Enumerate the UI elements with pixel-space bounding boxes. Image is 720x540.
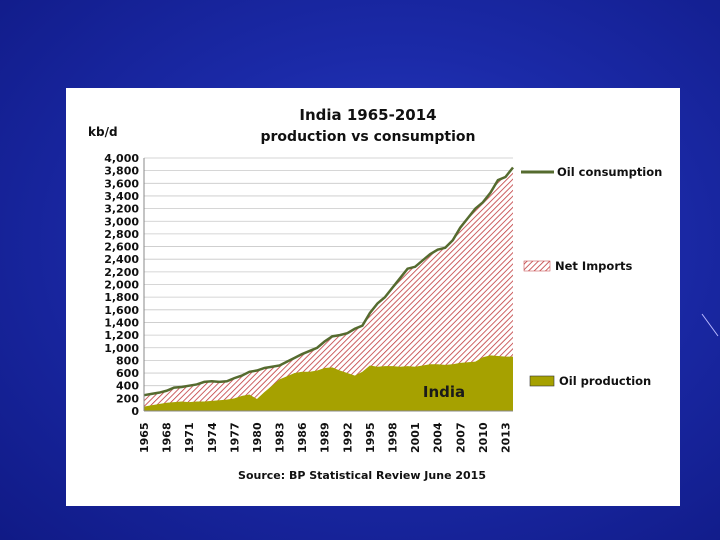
- y-tick-label: 1,600: [104, 304, 139, 317]
- y-tick-label: 3,600: [104, 177, 139, 190]
- decorative-stroke: [701, 313, 719, 337]
- y-tick-label: 2,000: [104, 279, 139, 292]
- y-tick-label: 1,800: [104, 291, 139, 304]
- y-tick-label: 2,600: [104, 241, 139, 254]
- x-tick-label: 1992: [341, 422, 354, 453]
- legend-layer: Oil consumption Net Imports Oil production: [521, 165, 662, 388]
- x-tick-label: 2004: [432, 422, 445, 453]
- y-tick-label: 600: [116, 367, 139, 380]
- oil-consumption-line: [143, 166, 514, 397]
- y-tick-label: 200: [116, 392, 139, 405]
- chart-panel: India 1965-2014 production vs consumptio…: [66, 88, 680, 506]
- y-tick-label: 800: [116, 354, 139, 367]
- x-tick-label: 1965: [138, 422, 151, 453]
- x-tick-label: 1995: [364, 422, 377, 453]
- chart-svg: India 1965-2014 production vs consumptio…: [88, 106, 662, 482]
- y-tick-label: 3,000: [104, 215, 139, 228]
- y-tick-label: 2,400: [104, 253, 139, 266]
- x-tick-label: 2010: [477, 422, 490, 453]
- x-tick-label: 1974: [206, 422, 219, 453]
- net-imports-area: [144, 167, 513, 411]
- legend-swatch-imports: [523, 260, 551, 272]
- area-layer: [143, 166, 514, 411]
- chart-subtitle: production vs consumption: [261, 129, 476, 145]
- source-note: Source: BP Statistical Review June 2015: [238, 469, 486, 482]
- y-tick-label: 1,000: [104, 342, 139, 355]
- x-tick-label: 2001: [409, 422, 422, 453]
- x-tick-label: 1989: [319, 422, 332, 453]
- chart-title: India 1965-2014: [299, 106, 436, 124]
- legend-label-consumption: Oil consumption: [557, 165, 662, 179]
- india-annotation: India: [423, 383, 465, 401]
- x-tick-label: 1971: [183, 422, 196, 453]
- legend-swatch-production: [529, 375, 555, 387]
- y-tick-label: 400: [116, 380, 139, 393]
- axis-layer: 02004006008001,0001,2001,4001,6001,8002,…: [104, 152, 513, 453]
- x-tick-label: 1977: [228, 422, 241, 453]
- legend-label-production: Oil production: [559, 374, 651, 388]
- y-tick-label: 3,400: [104, 190, 139, 203]
- y-tick-label: 1,200: [104, 329, 139, 342]
- x-tick-label: 2007: [454, 422, 467, 453]
- x-tick-label: 1983: [274, 422, 287, 453]
- y-tick-label: 3,200: [104, 203, 139, 216]
- oil-production-area: [144, 355, 513, 411]
- y-tick-label: 1,400: [104, 316, 139, 329]
- y-tick-label: 0: [131, 405, 139, 418]
- y-tick-label: 2,200: [104, 266, 139, 279]
- x-tick-label: 1998: [387, 422, 400, 453]
- legend-label-imports: Net Imports: [555, 259, 632, 273]
- x-tick-label: 1968: [161, 422, 174, 453]
- y-tick-label: 2,800: [104, 228, 139, 241]
- x-tick-label: 2013: [499, 422, 512, 453]
- y-tick-label: 3,800: [104, 165, 139, 178]
- y-tick-label: 4,000: [104, 152, 139, 165]
- y-axis-label: kb/d: [88, 125, 118, 139]
- x-tick-label: 1980: [251, 422, 264, 453]
- x-tick-label: 1986: [296, 422, 309, 453]
